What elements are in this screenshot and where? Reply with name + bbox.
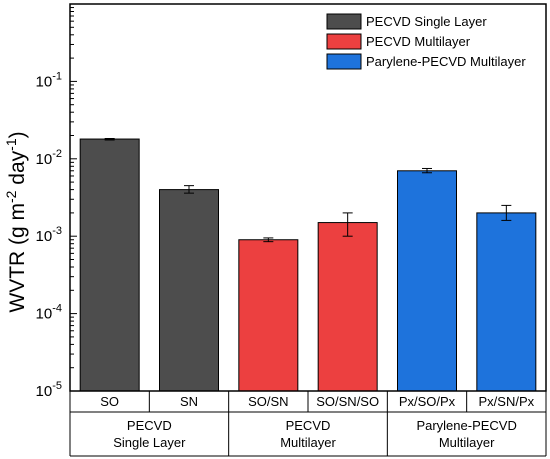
y-tick-label: 10-3 [36, 225, 62, 245]
y-tick-label: 10-2 [36, 148, 62, 168]
group-label-line1: PECVD [286, 418, 331, 433]
legend-label: Parylene-PECVD Multilayer [366, 54, 526, 69]
group-label-line2: Multilayer [439, 435, 495, 450]
group-label-line2: Single Layer [113, 435, 186, 450]
y-axis-label: WVTR (g m-2 day-1) [3, 131, 29, 312]
y-axis-label-mid: day [6, 150, 29, 190]
legend-swatch [326, 53, 362, 70]
y-tick-label-base: 10 [36, 151, 53, 168]
bar-2 [238, 239, 299, 392]
y-tick-label-base: 10 [36, 383, 53, 400]
category-label: SN [180, 394, 198, 409]
category-label: Px/SO/Px [399, 394, 456, 409]
bar-1 [159, 189, 219, 392]
y-tick-label: 10-4 [36, 303, 62, 323]
y-tick-label-base: 10 [36, 73, 53, 90]
group-label-line1: Parylene-PECVD [416, 418, 516, 433]
y-tick-label: 10-5 [36, 380, 62, 400]
bar-3 [317, 222, 378, 392]
y-tick-label-exp: -2 [52, 148, 62, 160]
y-tick-label-exp: -4 [52, 303, 62, 315]
y-tick-label-exp: -5 [52, 380, 62, 392]
group-label-line1: PECVD [127, 418, 172, 433]
legend-swatch [326, 13, 362, 30]
y-tick-label-base: 10 [36, 306, 53, 323]
y-axis-label-exp2: -1 [3, 138, 19, 151]
category-label: SO/SN/SO [316, 394, 379, 409]
bar-5 [476, 212, 537, 392]
legend-label: PECVD Multilayer [366, 34, 471, 49]
bar-4 [397, 170, 457, 392]
y-tick-label-base: 10 [36, 228, 53, 245]
y-axis-label-base: WVTR (g m [6, 203, 29, 313]
category-label: SO [100, 394, 119, 409]
y-axis-label-exp1: -2 [3, 190, 19, 203]
category-label: SO/SN [248, 394, 288, 409]
group-label-line2: Multilayer [280, 435, 336, 450]
legend-label: PECVD Single Layer [366, 14, 487, 29]
bar-0 [79, 138, 140, 392]
y-tick-label-exp: -3 [52, 225, 62, 237]
y-tick-label: 10-1 [36, 70, 62, 90]
category-label: Px/SN/Px [479, 394, 535, 409]
y-tick-label-exp: -1 [52, 70, 62, 82]
legend-swatch [326, 33, 362, 50]
y-axis-label-end: ) [6, 131, 29, 138]
